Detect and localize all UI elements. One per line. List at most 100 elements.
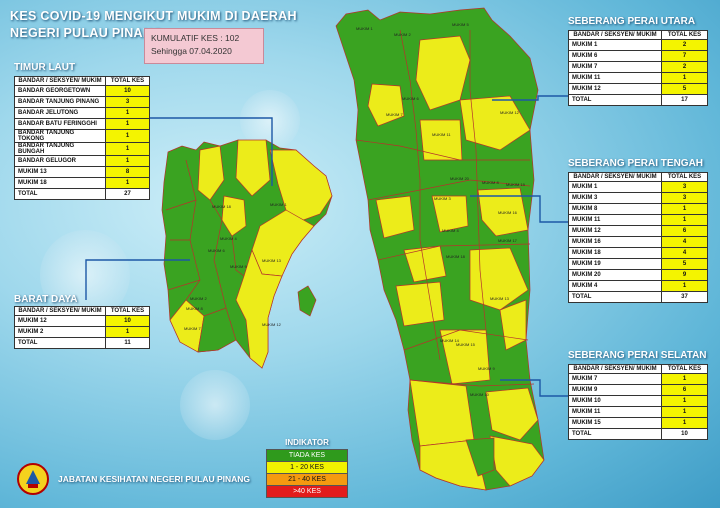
- map-label: MUKIM 3: [434, 196, 451, 201]
- map-label: MUKIM 6: [402, 96, 419, 101]
- total-label: TOTAL: [14, 337, 106, 349]
- col-total-header: TOTAL KES: [661, 172, 708, 182]
- table-row: BANDAR JELUTONG 1: [14, 107, 150, 119]
- row-total: 3: [105, 96, 150, 108]
- title-line-2: NEGERI PULAU PINANG: [10, 26, 163, 40]
- mainland-border: [409, 379, 535, 387]
- row-area: MUKIM 18: [14, 177, 106, 189]
- table-row: MUKIM 12 5: [568, 83, 708, 95]
- row-total: 1: [105, 129, 150, 143]
- row-total: 2: [661, 61, 708, 73]
- row-total: 3: [661, 181, 708, 193]
- map-label: MUKIM 1: [270, 202, 287, 207]
- legend-title: INDIKATOR: [285, 438, 329, 447]
- legend: INDIKATOR TIADA KES 1 - 20 KES 21 - 40 KES…: [266, 438, 348, 498]
- legend-item: >40 KES: [266, 486, 348, 498]
- legend-item: 1 - 20 KES: [266, 462, 348, 474]
- kumulatif-date: Sehingga 07.04.2020: [151, 46, 232, 56]
- mainland-region: [409, 379, 475, 447]
- row-area: BANDAR GELUGOR: [14, 155, 106, 167]
- map-labels: MUKIM 1 MUKIM 2 MUKIM 12 MUKIM 13 MUKIM 18 MU…: [184, 22, 526, 397]
- row-area: MUKIM 6: [568, 50, 662, 62]
- row-total: 5: [661, 258, 708, 270]
- table-row: BANDAR BATU FERINGGHI 1: [14, 118, 150, 130]
- row-total: 1: [105, 155, 150, 167]
- title-line-1: KES COVID-19 MENGIKUT MUKIM DI DAERAH: [10, 9, 297, 23]
- row-total: 1: [105, 142, 150, 156]
- col-total-header: TOTAL KES: [661, 364, 708, 374]
- row-area: MUKIM 20: [568, 269, 662, 281]
- row-total: 1: [105, 107, 150, 119]
- total-value: 17: [661, 94, 708, 106]
- total-label: TOTAL: [14, 188, 106, 200]
- island-border: [231, 235, 245, 277]
- row-area: MUKIM 1: [568, 39, 662, 51]
- map-label: MUKIM 11: [432, 132, 451, 137]
- sp-selatan-title: SEBERANG PERAI SELATAN: [568, 350, 707, 361]
- table-row: MUKIM 18 1: [14, 177, 150, 189]
- mainland-region: [489, 435, 545, 487]
- col-area-header: BANDAR / SEKSYEN/ MUKIM: [14, 76, 106, 86]
- map-label: MUKIM 13: [262, 258, 282, 263]
- map-label: MUKIM 16: [498, 210, 518, 215]
- table-header: BANDAR / SEKSYEN/ MUKIM TOTAL KES: [14, 306, 150, 316]
- table-row: BANDAR GEORGETOWN 10: [14, 85, 150, 97]
- table-row: BANDAR TANJUNG BUNGAH 1: [14, 142, 150, 156]
- island-region: [235, 248, 283, 369]
- col-area-header: BANDAR / SEKSYEN/ MUKIM: [568, 30, 662, 40]
- row-total: 5: [661, 83, 708, 95]
- map-label: MUKIM 19: [506, 182, 526, 187]
- connector-barat-daya: [85, 259, 190, 300]
- mainland-border: [399, 29, 441, 361]
- total-value: 11: [105, 337, 150, 349]
- row-total: 1: [661, 417, 708, 429]
- table-header: BANDAR / SEKSYEN/ MUKIM TOTAL KES: [568, 172, 708, 182]
- page-title: KES COVID-19 MENGIKUT MUKIM DI DAERAH NE…: [10, 8, 297, 42]
- row-total: 10: [105, 315, 150, 327]
- agency-footer: JABATAN KESIHATAN NEGERI PULAU PINANG: [58, 474, 251, 484]
- col-area-header: BANDAR / SEKSYEN/ MUKIM: [568, 172, 662, 182]
- row-area: MUKIM 11: [568, 214, 662, 226]
- row-total: 1: [661, 280, 708, 292]
- table-row: MUKIM 12 10: [14, 315, 150, 327]
- state-crest-icon: [17, 463, 49, 495]
- row-area: MUKIM 7: [568, 373, 662, 385]
- total-row: TOTAL 11: [14, 337, 150, 349]
- row-area: MUKIM 1: [568, 181, 662, 193]
- row-total: 2: [661, 39, 708, 51]
- row-area: MUKIM 10: [568, 395, 662, 407]
- map-label: MUKIM 12: [262, 322, 282, 327]
- mainland-region: [439, 329, 491, 385]
- map-label: MUKIM 14: [440, 338, 460, 343]
- total-row: TOTAL 37: [568, 291, 708, 303]
- legend-item: TIADA KES: [266, 449, 348, 462]
- island-region: [197, 145, 225, 201]
- row-area: MUKIM 11: [568, 72, 662, 84]
- row-total: 3: [661, 192, 708, 204]
- table-row: MUKIM 15 1: [568, 417, 708, 429]
- mainland-border: [377, 243, 531, 261]
- island-map: [161, 139, 333, 369]
- table-row: MUKIM 11 1: [568, 214, 708, 226]
- table-row: MUKIM 11 1: [568, 406, 708, 418]
- mainland-region: [465, 437, 495, 477]
- mainland-region: [403, 245, 447, 283]
- row-area: MUKIM 13: [14, 166, 106, 178]
- row-area: BANDAR BATU FERINGGHI: [14, 118, 106, 130]
- legend-item: 21 - 40 KES: [266, 474, 348, 486]
- row-total: 1: [105, 177, 150, 189]
- table-row: MUKIM 16 4: [568, 236, 708, 248]
- mainland-border: [367, 179, 531, 201]
- sp-tengah-table: BANDAR / SEKSYEN/ MUKIM TOTAL KES MUKIM …: [568, 172, 708, 303]
- connector-sp-selatan: [500, 379, 568, 397]
- mainland-map: [335, 7, 545, 491]
- map-label: MUKIM 13: [490, 296, 510, 301]
- timur-laut-title: TIMUR LAUT: [14, 62, 76, 73]
- row-area: MUKIM 18: [568, 247, 662, 259]
- barat-daya-title: BARAT DAYA: [14, 294, 78, 305]
- mainland-region: [375, 195, 415, 239]
